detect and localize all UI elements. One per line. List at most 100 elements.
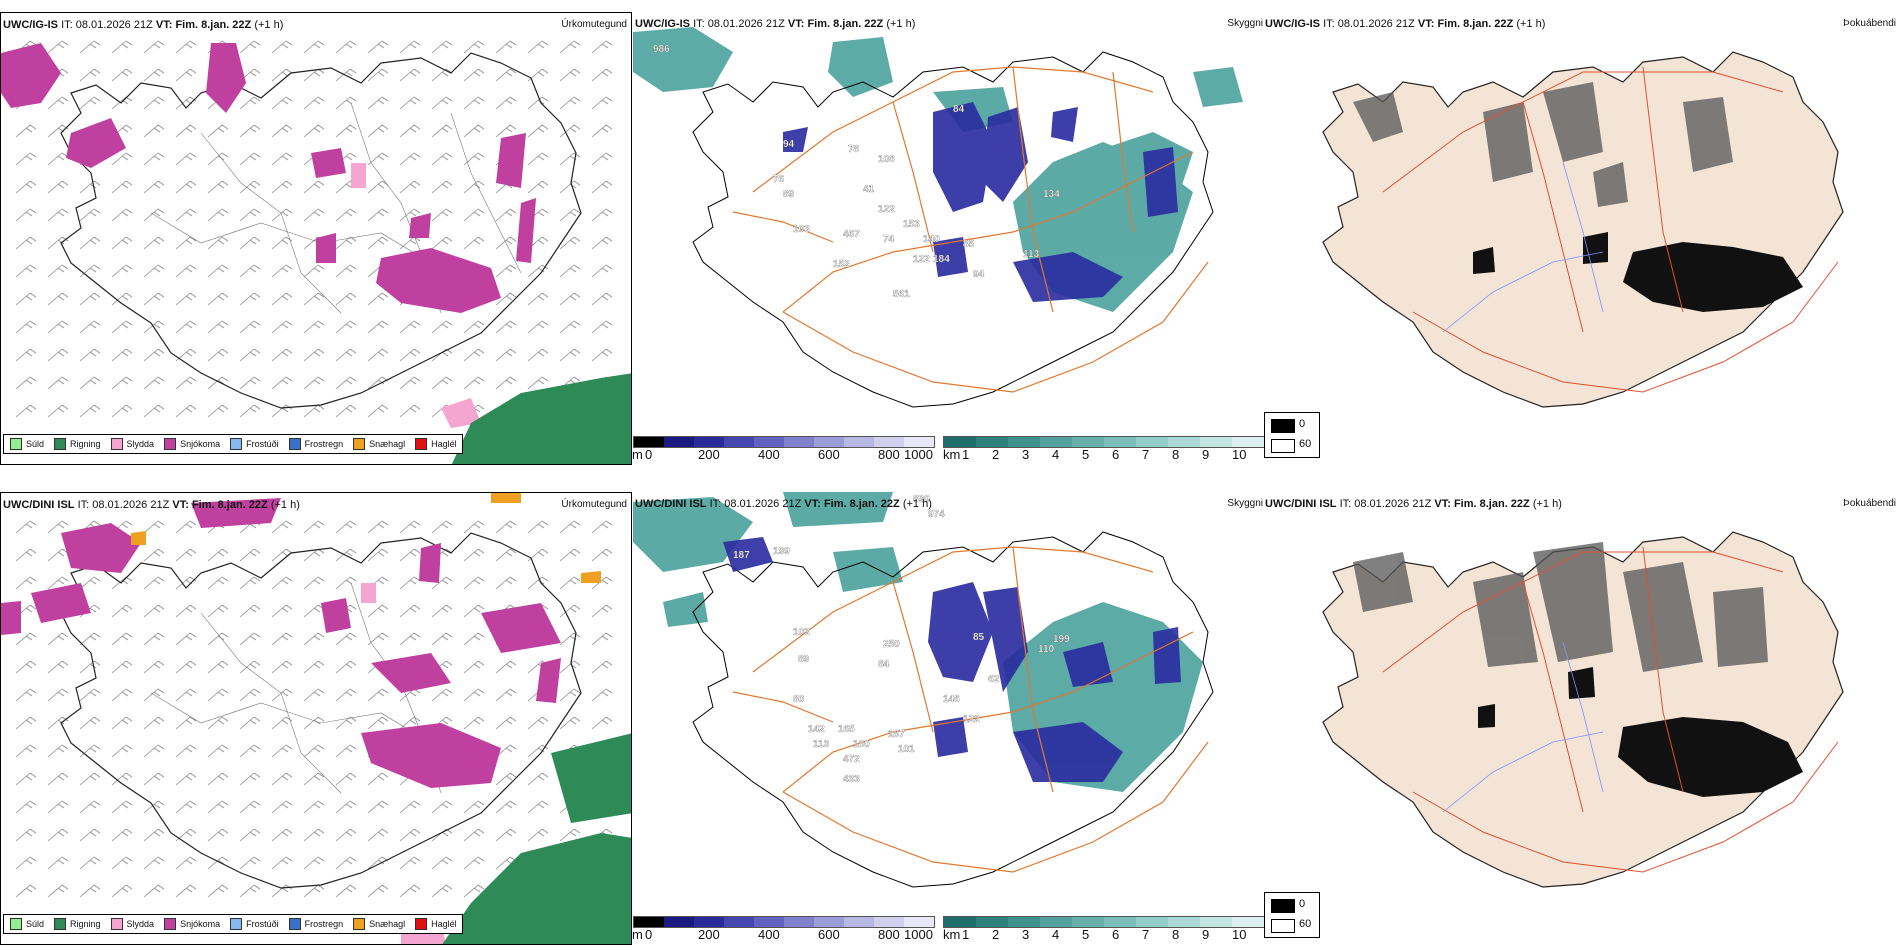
wind-barb [207,180,229,194]
legend-item-hail: Haglél [415,918,457,930]
wind-barb [335,320,357,334]
wind-barb [143,520,165,534]
wind-barb [143,856,165,870]
wind-barb [335,236,357,250]
visibility-value: 180 [853,739,870,750]
wind-barb [143,320,165,334]
wind-barb [303,744,325,758]
visibility-value: 142 [808,724,825,735]
tick-label: 1 [962,447,970,462]
wind-barb [367,180,389,194]
precip-type-map-ig: UWC/IG-IS IT: 08.01.2026 21Z VT: Fim. 8.… [0,12,632,465]
wind-barb [559,716,581,730]
wind-barb [335,688,357,702]
wind-barb [207,264,229,278]
wind-barb [239,96,261,110]
wind-barb [239,152,261,166]
wind-barb [111,744,133,758]
wind-barb [367,856,389,870]
wind-barb [463,320,485,334]
legend-item-drizzle: Súld [10,438,44,450]
visibility-value: 101 [898,744,915,755]
visibility-value: 78 [848,144,860,155]
wind-barb [111,320,133,334]
wind-barb [335,96,357,110]
wind-barb [15,548,37,562]
wind-barb [431,152,453,166]
visibility-value: 467 [843,229,860,240]
rivers [1442,641,1604,813]
wind-barb [271,376,293,390]
wind-barb [79,236,101,250]
wind-barb [79,716,101,730]
wind-barb [591,320,613,334]
visibility-value: 89 [783,189,795,200]
visibility-km-colorbar [943,916,1265,928]
wind-barb [591,292,613,306]
wind-barb [47,632,69,646]
visibility-value: 187 [733,550,750,561]
wind-barb [463,632,485,646]
precip-map-canvas [1,493,631,944]
wind-barb [367,292,389,306]
unit-label-km: km [943,447,961,462]
wind-barb [559,576,581,590]
wind-barb [495,660,517,674]
wind-barb [495,828,517,842]
wind-barb [15,520,37,534]
wind-barb [335,660,357,674]
wind-barb [399,632,421,646]
wind-barb [47,152,69,166]
wind-barb [527,716,549,730]
wind-barb [207,716,229,730]
wind-barb [399,208,421,222]
wind-barb [143,688,165,702]
wind-barb [367,320,389,334]
wind-barb [271,292,293,306]
wind-barb [207,208,229,222]
wind-barb [143,548,165,562]
wind-barb [15,800,37,814]
wind-barb [463,236,485,250]
wind-barb [399,180,421,194]
wind-barb [367,548,389,562]
wind-barb [463,40,485,54]
wind-barb [591,236,613,250]
wind-barb [143,152,165,166]
wind-barb [591,152,613,166]
visibility-value: 134 [1043,189,1060,200]
legend-item-drizzle: Súld [10,918,44,930]
visibility-value: 85 [973,632,985,643]
wind-barb [271,548,293,562]
wind-barb [271,152,293,166]
tick-label: 8 [1172,447,1180,462]
wind-barb [527,40,549,54]
wind-barb [559,208,581,222]
legend-item-snow: Snjókoma [164,438,220,450]
wind-barb [143,884,165,898]
wind-barb [271,800,293,814]
wind-barb [431,632,453,646]
wind-barb [335,208,357,222]
wind-barb [207,376,229,390]
wind-barb [111,800,133,814]
wind-barb [271,772,293,786]
wind-barb [111,180,133,194]
wind-barb [79,208,101,222]
wind-barb [495,68,517,82]
wind-barb [399,604,421,618]
wind-barb [271,40,293,54]
legend-item-graupel: Snæhagl [353,918,405,930]
param-label: Þokuábendi [1843,498,1896,509]
wind-barb [15,688,37,702]
wind-barb [79,744,101,758]
wind-barb [303,292,325,306]
wind-barb [591,96,613,110]
wind-barb [367,236,389,250]
wind-barb [495,772,517,786]
wind-barb [495,40,517,54]
wind-barb [239,772,261,786]
tick-label: 7 [1142,927,1150,942]
wind-barb [527,828,549,842]
wind-barb [431,688,453,702]
